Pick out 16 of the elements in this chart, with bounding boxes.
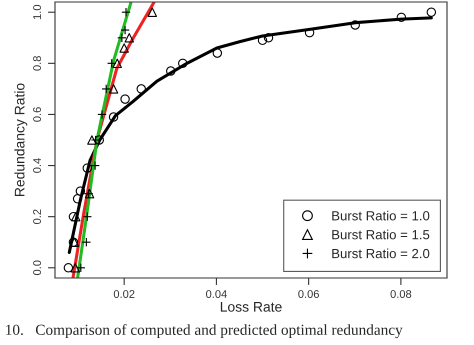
y-axis-title: Redundancy Ratio <box>14 83 28 196</box>
legend-label: Burst Ratio = 2.0 <box>332 248 430 258</box>
legend-label: Burst Ratio = 1.5 <box>332 230 430 240</box>
x-axis-title: Loss Rate <box>220 302 282 312</box>
x-tick-label: 0.04 <box>206 290 227 298</box>
y-tick-label: 0.6 <box>33 107 41 122</box>
y-tick-label: 0.0 <box>33 260 41 276</box>
x-tick-label: 0.06 <box>298 290 319 298</box>
text: 10. Comparison of computed and predicted optimal redundancy <box>6 324 403 338</box>
y-tick-label: 1.0 <box>33 4 41 20</box>
y-tick-label: 0.2 <box>33 210 41 224</box>
x-tick-label: 0.08 <box>390 290 412 298</box>
y-tick-label: 0.8 <box>33 56 41 71</box>
legend-label: Burst Ratio = 1.0 <box>332 210 430 220</box>
x-tick-label: 0.02 <box>114 290 134 298</box>
y-tick-label: 0.4 <box>33 158 41 173</box>
